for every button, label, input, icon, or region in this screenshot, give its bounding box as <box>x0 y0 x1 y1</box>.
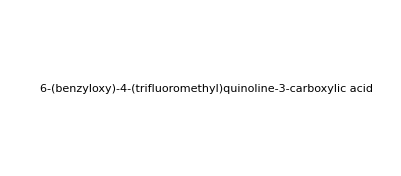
Text: 6-(benzyloxy)-4-(trifluoromethyl)quinoline-3-carboxylic acid: 6-(benzyloxy)-4-(trifluoromethyl)quinoli… <box>39 84 372 94</box>
